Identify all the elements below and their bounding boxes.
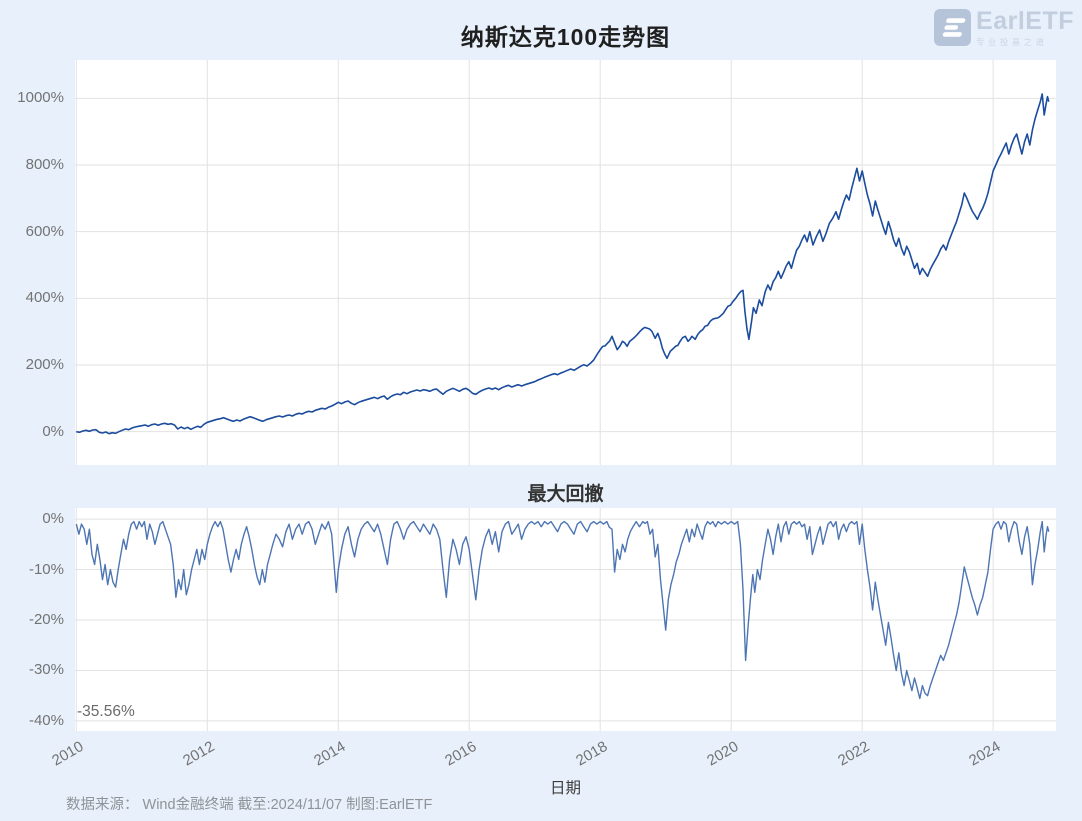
y-tick-label: 400% xyxy=(25,289,64,307)
source-note: 数据来源： Wind金融终端 截至:2024/11/07 制图:EarlETF xyxy=(66,797,433,813)
y-tick-label: -10% xyxy=(28,560,64,578)
x-tick-label: 2016 xyxy=(442,738,480,770)
drawdown-chart-title: 最大回撤 xyxy=(527,484,604,505)
y-tick-label: -40% xyxy=(28,711,64,729)
y-tick-label: 800% xyxy=(25,156,64,173)
earletf-logo-text: EarlETF 专业投基之道 xyxy=(976,9,1074,47)
max-drawdown-line xyxy=(75,520,1050,700)
y-tick-label: 0% xyxy=(42,422,64,440)
x-axis-title: 日期 xyxy=(549,780,581,797)
main-chart xyxy=(75,60,1056,465)
x-tick-label: 2022 xyxy=(835,738,873,770)
x-tick-label: 2010 xyxy=(49,738,87,770)
x-tick-label: 2020 xyxy=(704,738,742,770)
page-title: 纳斯达克100走势图 xyxy=(460,24,671,50)
y-tick-label: 0% xyxy=(42,510,64,528)
y-tick-label: 600% xyxy=(25,222,64,240)
drawdown-chart xyxy=(75,508,1056,731)
logo-brand-text: EarlETF xyxy=(976,7,1074,35)
cumulative-return-line xyxy=(76,93,1050,435)
earletf-logo-icon xyxy=(934,9,972,46)
x-tick-label: 2014 xyxy=(311,738,349,770)
max-drawdown-annotation: -35.56% xyxy=(77,703,135,720)
earletf-logo: EarlETF 专业投基之道 xyxy=(934,9,1074,47)
x-tick-label: 2024 xyxy=(966,738,1004,770)
y-tick-label: -30% xyxy=(28,661,64,679)
logo-tagline-text: 专业投基之道 xyxy=(976,37,1048,47)
x-tick-label: 2012 xyxy=(180,738,218,770)
x-tick-label: 2018 xyxy=(573,738,611,770)
y-tick-label: -20% xyxy=(28,611,64,628)
y-tick-label: 1000% xyxy=(17,89,64,107)
y-tick-label: 200% xyxy=(25,356,64,373)
